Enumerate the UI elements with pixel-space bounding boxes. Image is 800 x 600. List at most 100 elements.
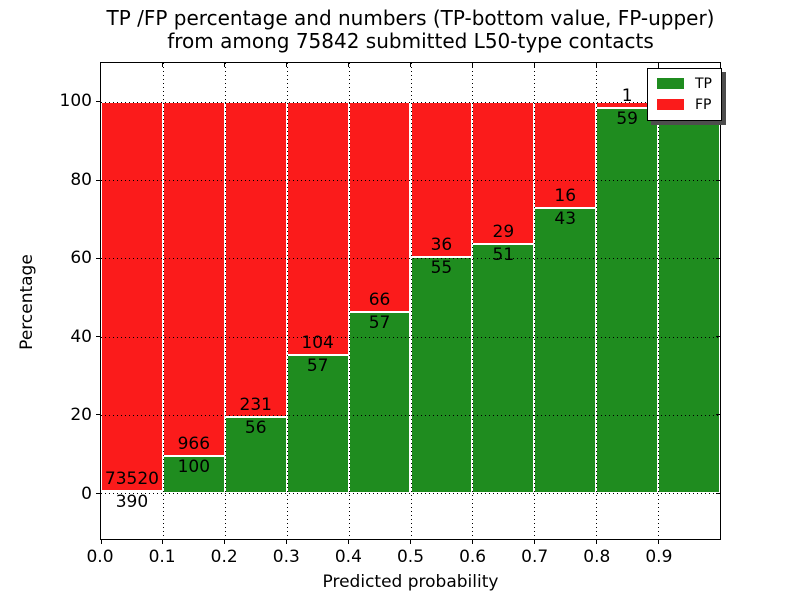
tp-count-label: 59 [616, 109, 638, 130]
plot-area: TP FP 73520 390 966 100 231 56 104 57 66 57 36 55 29… [96, 62, 722, 544]
x-tick-mark [100, 539, 102, 544]
x-tick-label: 0.7 [521, 547, 549, 567]
y-tick-label: 80 [70, 169, 92, 190]
vertical-gridline [286, 63, 288, 539]
vertical-gridline [224, 63, 226, 539]
y-tick-mark [96, 101, 101, 103]
fp-count-label: 29 [492, 221, 515, 242]
x-tick-label: 0.8 [583, 547, 611, 567]
vertical-gridline [472, 63, 474, 539]
y-tick-mark-right [716, 257, 720, 259]
chart-title: TP /FP percentage and numbers (TP-bottom… [100, 7, 721, 53]
x-tick-mark-top [224, 63, 226, 67]
x-axis-tick-labels: 0.0 0.1 0.2 0.3 0.4 0.5 0.6 0.7 0.8 0.9 [86, 547, 721, 569]
chart-title-line1: TP /FP percentage and numbers (TP-bottom… [106, 6, 715, 30]
y-tick-mark [96, 179, 101, 181]
x-tick-mark-top [595, 63, 597, 67]
y-tick-label: 0 [81, 484, 92, 504]
x-tick-mark-top [162, 63, 164, 67]
x-tick-mark-top [657, 63, 659, 67]
tp-count-label: 390 [115, 492, 149, 513]
tp-bar-segment [101, 491, 163, 494]
tp-count-label: 100 [177, 457, 211, 478]
x-tick-mark [286, 539, 288, 544]
legend-label-tp: TP [695, 75, 712, 92]
tp-bar-segment [162, 456, 225, 494]
x-tick-label: 0.3 [272, 547, 300, 567]
y-tick-label: 40 [70, 326, 92, 347]
x-tick-label: 0.6 [459, 547, 487, 567]
x-tick-mark [348, 539, 350, 544]
x-tick-mark [162, 539, 164, 544]
vertical-gridline [162, 63, 164, 539]
x-tick-mark [410, 539, 411, 544]
fp-bar-segment [348, 101, 411, 312]
tp-count-label: 57 [306, 355, 329, 376]
x-tick-label: 0.4 [334, 547, 362, 567]
x-tick-mark-top [348, 63, 350, 67]
tp-bar-segment [348, 311, 411, 494]
fp-count-label: 104 [301, 332, 334, 353]
x-tick-label: 0.1 [148, 547, 176, 567]
legend-item-fp: FP [657, 96, 712, 113]
vertical-gridline [534, 63, 536, 539]
fp-count-label: 231 [239, 394, 272, 415]
tp-bar-segment [534, 207, 597, 494]
legend-item-tp: TP [657, 75, 712, 92]
x-tick-label: 0.0 [86, 547, 114, 567]
fp-bar-segment [472, 101, 535, 244]
fp-count-label: 66 [368, 289, 391, 310]
y-tick-label: 20 [70, 405, 92, 426]
fp-bar-segment [534, 101, 597, 208]
tp-bar-segment [224, 416, 287, 494]
vertical-gridline [348, 63, 350, 539]
fp-bar-segment [162, 101, 225, 457]
y-tick-mark-right [716, 179, 720, 181]
y-tick-mark [96, 336, 101, 338]
fp-count-label: 16 [554, 185, 577, 206]
x-tick-mark-top [286, 63, 288, 67]
y-axis-tick-labels: 0 20 40 60 80 100 [0, 62, 92, 540]
y-axis-label: Percentage [17, 254, 37, 350]
x-tick-mark [533, 539, 535, 544]
x-tick-label: 0.5 [396, 547, 425, 567]
y-tick-mark-right [716, 336, 720, 338]
fp-bar-segment [101, 101, 163, 492]
legend: TP FP [647, 68, 722, 121]
x-tick-label: 0.9 [645, 547, 673, 567]
tp-count-label: 51 [492, 244, 515, 265]
x-tick-mark-top [533, 63, 535, 67]
tp-bar-segment [286, 354, 349, 494]
tp-bar-segment [658, 101, 720, 494]
x-tick-mark [657, 539, 659, 544]
x-tick-mark [224, 539, 226, 544]
tp-bar-segment [410, 256, 473, 494]
y-tick-mark [96, 492, 101, 494]
y-tick-label: 100 [59, 90, 92, 111]
x-tick-mark [595, 539, 597, 544]
tp-count-label: 56 [244, 417, 267, 438]
chart-title-line2: from among 75842 submitted L50-type cont… [167, 29, 654, 53]
legend-label-fp: FP [695, 96, 712, 113]
y-tick-mark-right [716, 492, 720, 494]
y-tick-label: 60 [70, 248, 92, 269]
x-axis-label: Predicted probability [322, 572, 499, 592]
tp-count-label: 43 [554, 208, 577, 229]
tp-bar-segment [472, 243, 535, 494]
vertical-gridline [658, 63, 660, 539]
vertical-gridline [410, 63, 412, 539]
vertical-gridline [596, 63, 598, 539]
tp-count-label: 57 [368, 312, 391, 333]
fp-swatch-icon [657, 99, 684, 110]
x-tick-mark-top [471, 63, 473, 67]
y-tick-mark-right [716, 414, 720, 416]
fp-count-label: 36 [430, 234, 453, 255]
fp-count-label: 966 [177, 434, 211, 455]
fp-count-label: 73520 [104, 469, 159, 490]
x-tick-label: 0.2 [210, 547, 238, 567]
x-tick-mark [471, 539, 473, 544]
tp-swatch-icon [657, 78, 684, 89]
y-tick-mark [96, 414, 101, 416]
x-tick-mark-top [410, 63, 411, 67]
